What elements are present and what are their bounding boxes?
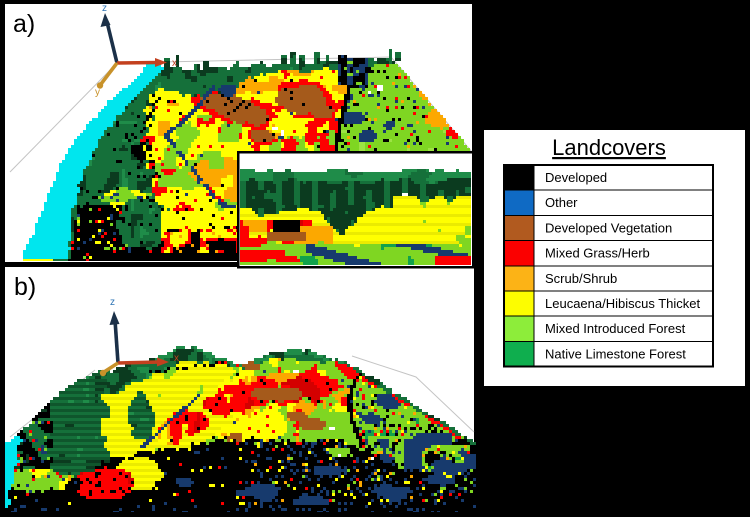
svg-text:Mixed Introduced Forest: Mixed Introduced Forest bbox=[545, 321, 686, 336]
svg-text:z: z bbox=[110, 297, 115, 308]
svg-text:Landcovers: Landcovers bbox=[552, 135, 666, 160]
svg-text:b): b) bbox=[14, 273, 36, 301]
svg-text:Other: Other bbox=[545, 195, 578, 210]
svg-text:z: z bbox=[102, 3, 107, 14]
svg-text:Scrub/Shrub: Scrub/Shrub bbox=[545, 271, 617, 286]
svg-text:Developed: Developed bbox=[545, 170, 607, 185]
svg-text:Leucaena/Hibiscus Thicket: Leucaena/Hibiscus Thicket bbox=[545, 296, 701, 311]
svg-text:Mixed Grass/Herb: Mixed Grass/Herb bbox=[545, 246, 650, 261]
svg-text:y: y bbox=[95, 87, 100, 98]
svg-text:x: x bbox=[174, 353, 179, 364]
svg-text:Developed Vegetation: Developed Vegetation bbox=[545, 220, 672, 235]
svg-text:x: x bbox=[172, 58, 177, 69]
svg-text:Native Limestone Forest: Native Limestone Forest bbox=[545, 346, 686, 361]
svg-text:a): a) bbox=[13, 10, 35, 38]
